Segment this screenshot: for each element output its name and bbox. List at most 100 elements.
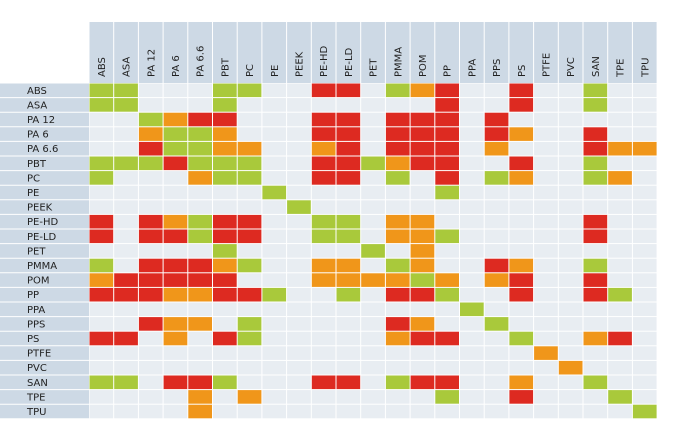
matrix-cell	[262, 375, 287, 390]
matrix-cell	[287, 331, 311, 346]
matrix-cell	[188, 360, 212, 375]
matrix-cell	[336, 214, 361, 229]
matrix-cell	[287, 185, 311, 200]
matrix-cell	[534, 171, 558, 185]
row-label: PEEK	[27, 203, 53, 214]
matrix-cell	[336, 317, 361, 331]
matrix-cell	[608, 390, 632, 404]
matrix-cell	[262, 214, 287, 229]
matrix-cell	[608, 156, 632, 171]
matrix-cell	[188, 258, 212, 273]
matrix-cell	[311, 98, 336, 112]
matrix-cell	[509, 404, 534, 419]
matrix-cell	[89, 317, 114, 331]
matrix-cell	[460, 331, 484, 346]
column-label: PS	[517, 65, 528, 77]
matrix-cell	[410, 83, 435, 98]
matrix-cell	[484, 273, 509, 287]
matrix-cell	[534, 346, 558, 360]
matrix-cell	[262, 360, 287, 375]
matrix-cell	[410, 141, 435, 156]
matrix-cell	[558, 98, 583, 112]
matrix-cell	[89, 185, 114, 200]
matrix-cell	[237, 83, 262, 98]
matrix-cell	[632, 244, 657, 258]
matrix-cell	[311, 171, 336, 185]
matrix-cell	[89, 287, 114, 302]
matrix-cell	[534, 360, 558, 375]
matrix-cell	[632, 287, 657, 302]
matrix-cell	[188, 404, 212, 419]
matrix-cell	[138, 273, 163, 287]
row-labels: ABS ASA PA 12 PA 6 PA 6.6 PBT PC PE PEEK PE-HD PE-…	[26, 86, 58, 418]
matrix-cell	[262, 112, 287, 127]
matrix-cell	[138, 200, 163, 214]
matrix-cell	[237, 375, 262, 390]
matrix-cell	[484, 331, 509, 346]
row-label: TPU	[26, 407, 46, 418]
matrix-cell	[361, 112, 385, 127]
matrix-cell	[138, 375, 163, 390]
matrix-cell	[385, 244, 410, 258]
matrix-cell	[138, 346, 163, 360]
matrix-cell	[311, 244, 336, 258]
matrix-cell	[558, 273, 583, 287]
matrix-cell	[484, 404, 509, 419]
matrix-cell	[336, 346, 361, 360]
matrix-cell	[385, 214, 410, 229]
matrix-cell	[509, 200, 534, 214]
matrix-cell	[287, 156, 311, 171]
matrix-cell	[213, 317, 237, 331]
matrix-cell	[237, 214, 262, 229]
matrix-cell	[385, 287, 410, 302]
column-header-band	[88, 22, 658, 83]
matrix-cell	[311, 390, 336, 404]
column-label: PA 6	[171, 55, 182, 77]
matrix-cell	[213, 273, 237, 287]
matrix-cell	[608, 273, 632, 287]
matrix-cell	[558, 404, 583, 419]
matrix-cell	[287, 171, 311, 185]
matrix-cell	[89, 200, 114, 214]
matrix-cell	[410, 331, 435, 346]
matrix-cell	[114, 244, 138, 258]
matrix-cell	[509, 127, 534, 141]
matrix-cell	[632, 229, 657, 244]
matrix-cell	[583, 273, 608, 287]
matrix-cell	[583, 83, 608, 98]
matrix-cell	[163, 360, 188, 375]
matrix-cell	[336, 258, 361, 273]
matrix-cell	[89, 375, 114, 390]
row-label: PS	[27, 334, 39, 345]
matrix-cell	[435, 360, 459, 375]
matrix-cell	[632, 156, 657, 171]
matrix-cell	[311, 258, 336, 273]
matrix-cell	[534, 229, 558, 244]
matrix-cell	[385, 258, 410, 273]
matrix-cell	[361, 273, 385, 287]
matrix-cell	[188, 244, 212, 258]
matrix-cell	[435, 244, 459, 258]
matrix-cell	[385, 331, 410, 346]
matrix-cell	[213, 83, 237, 98]
matrix-cell	[558, 83, 583, 98]
matrix-cell	[509, 156, 534, 171]
matrix-cell	[435, 390, 459, 404]
matrix-cell	[237, 404, 262, 419]
matrix-cell	[435, 83, 459, 98]
matrix-cell	[311, 302, 336, 317]
matrix-cell	[460, 258, 484, 273]
matrix-cell	[287, 375, 311, 390]
matrix-cell	[237, 317, 262, 331]
matrix-cell	[89, 273, 114, 287]
matrix-cell	[89, 229, 114, 244]
matrix-cell	[484, 98, 509, 112]
matrix-cell	[435, 317, 459, 331]
matrix-cell	[213, 185, 237, 200]
row-label: PTFE	[27, 349, 51, 360]
matrix-cell	[361, 127, 385, 141]
matrix-cell	[435, 258, 459, 273]
matrix-cell	[361, 185, 385, 200]
column-label: ABS	[97, 57, 108, 77]
column-label: PBT	[220, 57, 231, 77]
